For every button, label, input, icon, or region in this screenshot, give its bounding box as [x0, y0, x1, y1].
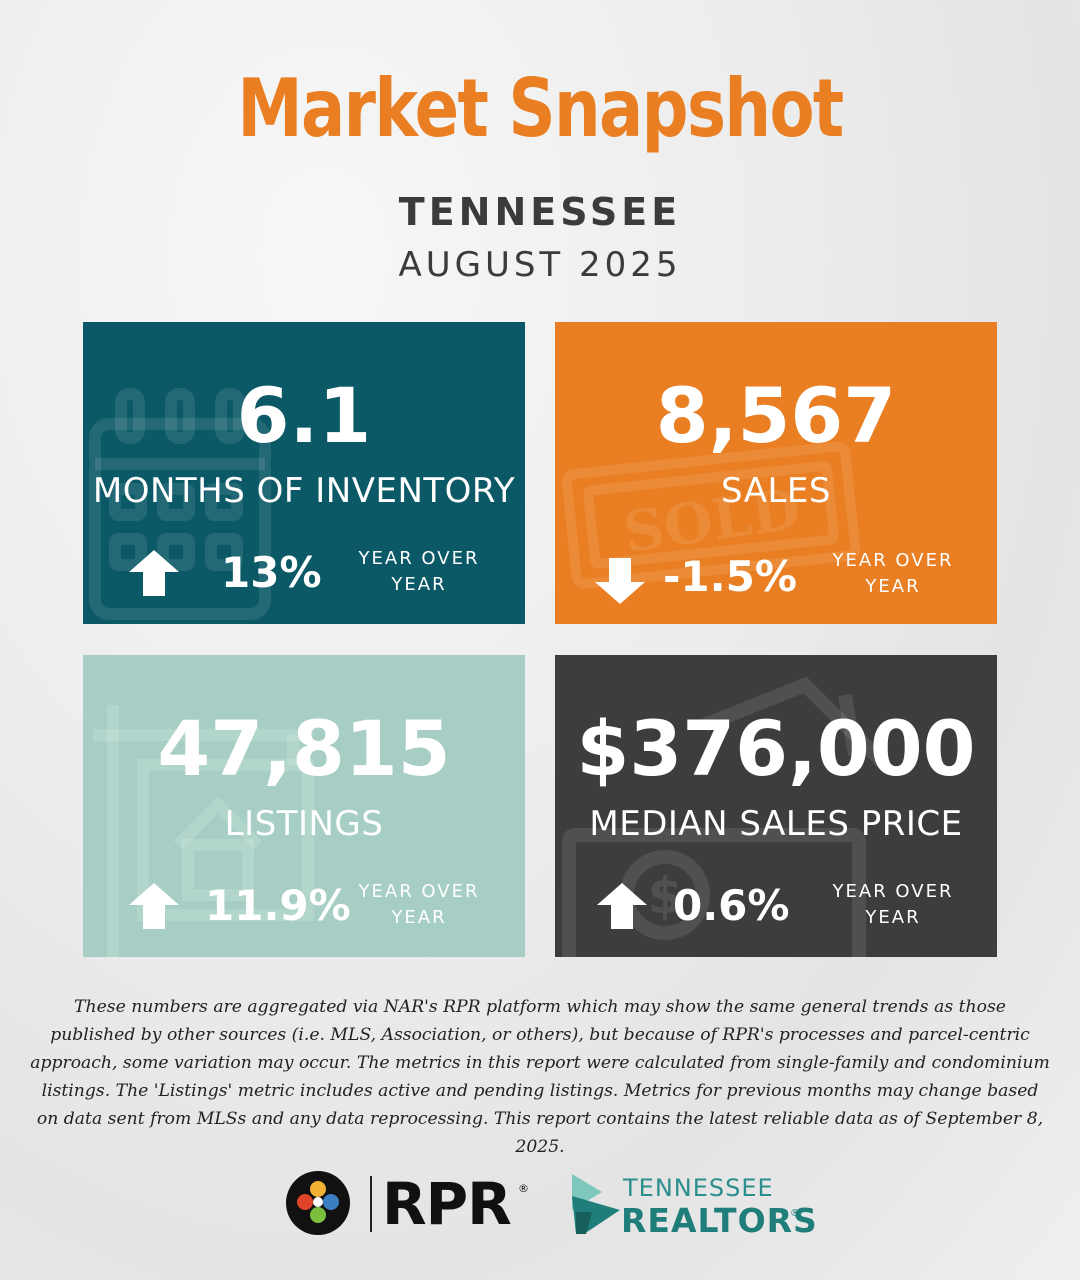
state-heading: TENNESSEE — [398, 190, 682, 234]
metric-value: $376,000 — [576, 704, 976, 793]
rpr-logo-icon — [286, 1171, 350, 1235]
tennessee-realtors-top: TENNESSEE — [623, 1174, 774, 1202]
metric-tile-sales: SOLD 8,567 SALES -1.5% YEAR OVER YEAR — [555, 322, 997, 624]
comparison-line: YEAR — [391, 907, 447, 928]
metric-change: 11.9% — [205, 881, 351, 930]
metric-comparison: YEAR OVER YEAR — [349, 879, 489, 931]
metric-tile-median-price: $ $376,000 MEDIAN SALES PRICE 0.6% YEAR … — [555, 655, 997, 957]
comparison-line: YEAR — [865, 907, 921, 928]
registered-mark: ® — [518, 1182, 529, 1195]
comparison-line: YEAR OVER — [358, 548, 480, 569]
metric-value: 6.1 — [236, 371, 372, 460]
metric-change: 0.6% — [673, 881, 790, 930]
arrow-up-icon — [129, 550, 179, 596]
arrow-down-icon — [595, 558, 645, 604]
metric-change-row: -1.5% YEAR OVER YEAR — [555, 544, 997, 604]
arrow-up-icon — [597, 883, 647, 929]
metric-label: LISTINGS — [224, 804, 384, 844]
logo-divider — [370, 1176, 372, 1232]
metric-change-row: 11.9% YEAR OVER YEAR — [83, 877, 525, 937]
metric-label: MEDIAN SALES PRICE — [589, 804, 963, 844]
comparison-line: YEAR OVER — [832, 881, 954, 902]
footer-logos: RPR ® TENNESSEE REALTORS ® — [0, 1168, 1080, 1248]
comparison-line: YEAR — [865, 576, 921, 597]
disclaimer-text: These numbers are aggregated via NAR's R… — [30, 997, 1050, 1157]
arrow-up-icon — [129, 883, 179, 929]
metric-comparison: YEAR OVER YEAR — [823, 879, 963, 931]
metric-change: 13% — [221, 548, 322, 597]
metric-label: MONTHS OF INVENTORY — [92, 471, 516, 511]
comparison-line: YEAR — [391, 574, 447, 595]
metric-tile-listings: 47,815 LISTINGS 11.9% YEAR OVER YEAR — [83, 655, 525, 957]
tennessee-realtors-bottom: REALTORS — [621, 1201, 818, 1240]
metric-value: 47,815 — [157, 704, 451, 793]
metric-change-row: 13% YEAR OVER YEAR — [83, 544, 525, 604]
metric-change-row: 0.6% YEAR OVER YEAR — [555, 877, 997, 937]
tennessee-realtors-logo-icon — [572, 1174, 620, 1234]
comparison-line: YEAR OVER — [358, 881, 480, 902]
rpr-logo-text: RPR — [382, 1170, 512, 1238]
comparison-line: YEAR OVER — [832, 550, 954, 571]
registered-mark: ® — [790, 1208, 800, 1219]
page-title: Market Snapshot — [237, 62, 844, 155]
metric-change: -1.5% — [663, 552, 797, 601]
metric-tile-inventory: 6.1 MONTHS OF INVENTORY 13% YEAR OVER YE… — [83, 322, 525, 624]
metric-comparison: YEAR OVER YEAR — [823, 548, 963, 600]
metric-label: SALES — [721, 471, 831, 511]
metric-comparison: YEAR OVER YEAR — [349, 546, 489, 598]
metric-value: 8,567 — [655, 371, 897, 460]
period-heading: AUGUST 2025 — [398, 245, 682, 285]
